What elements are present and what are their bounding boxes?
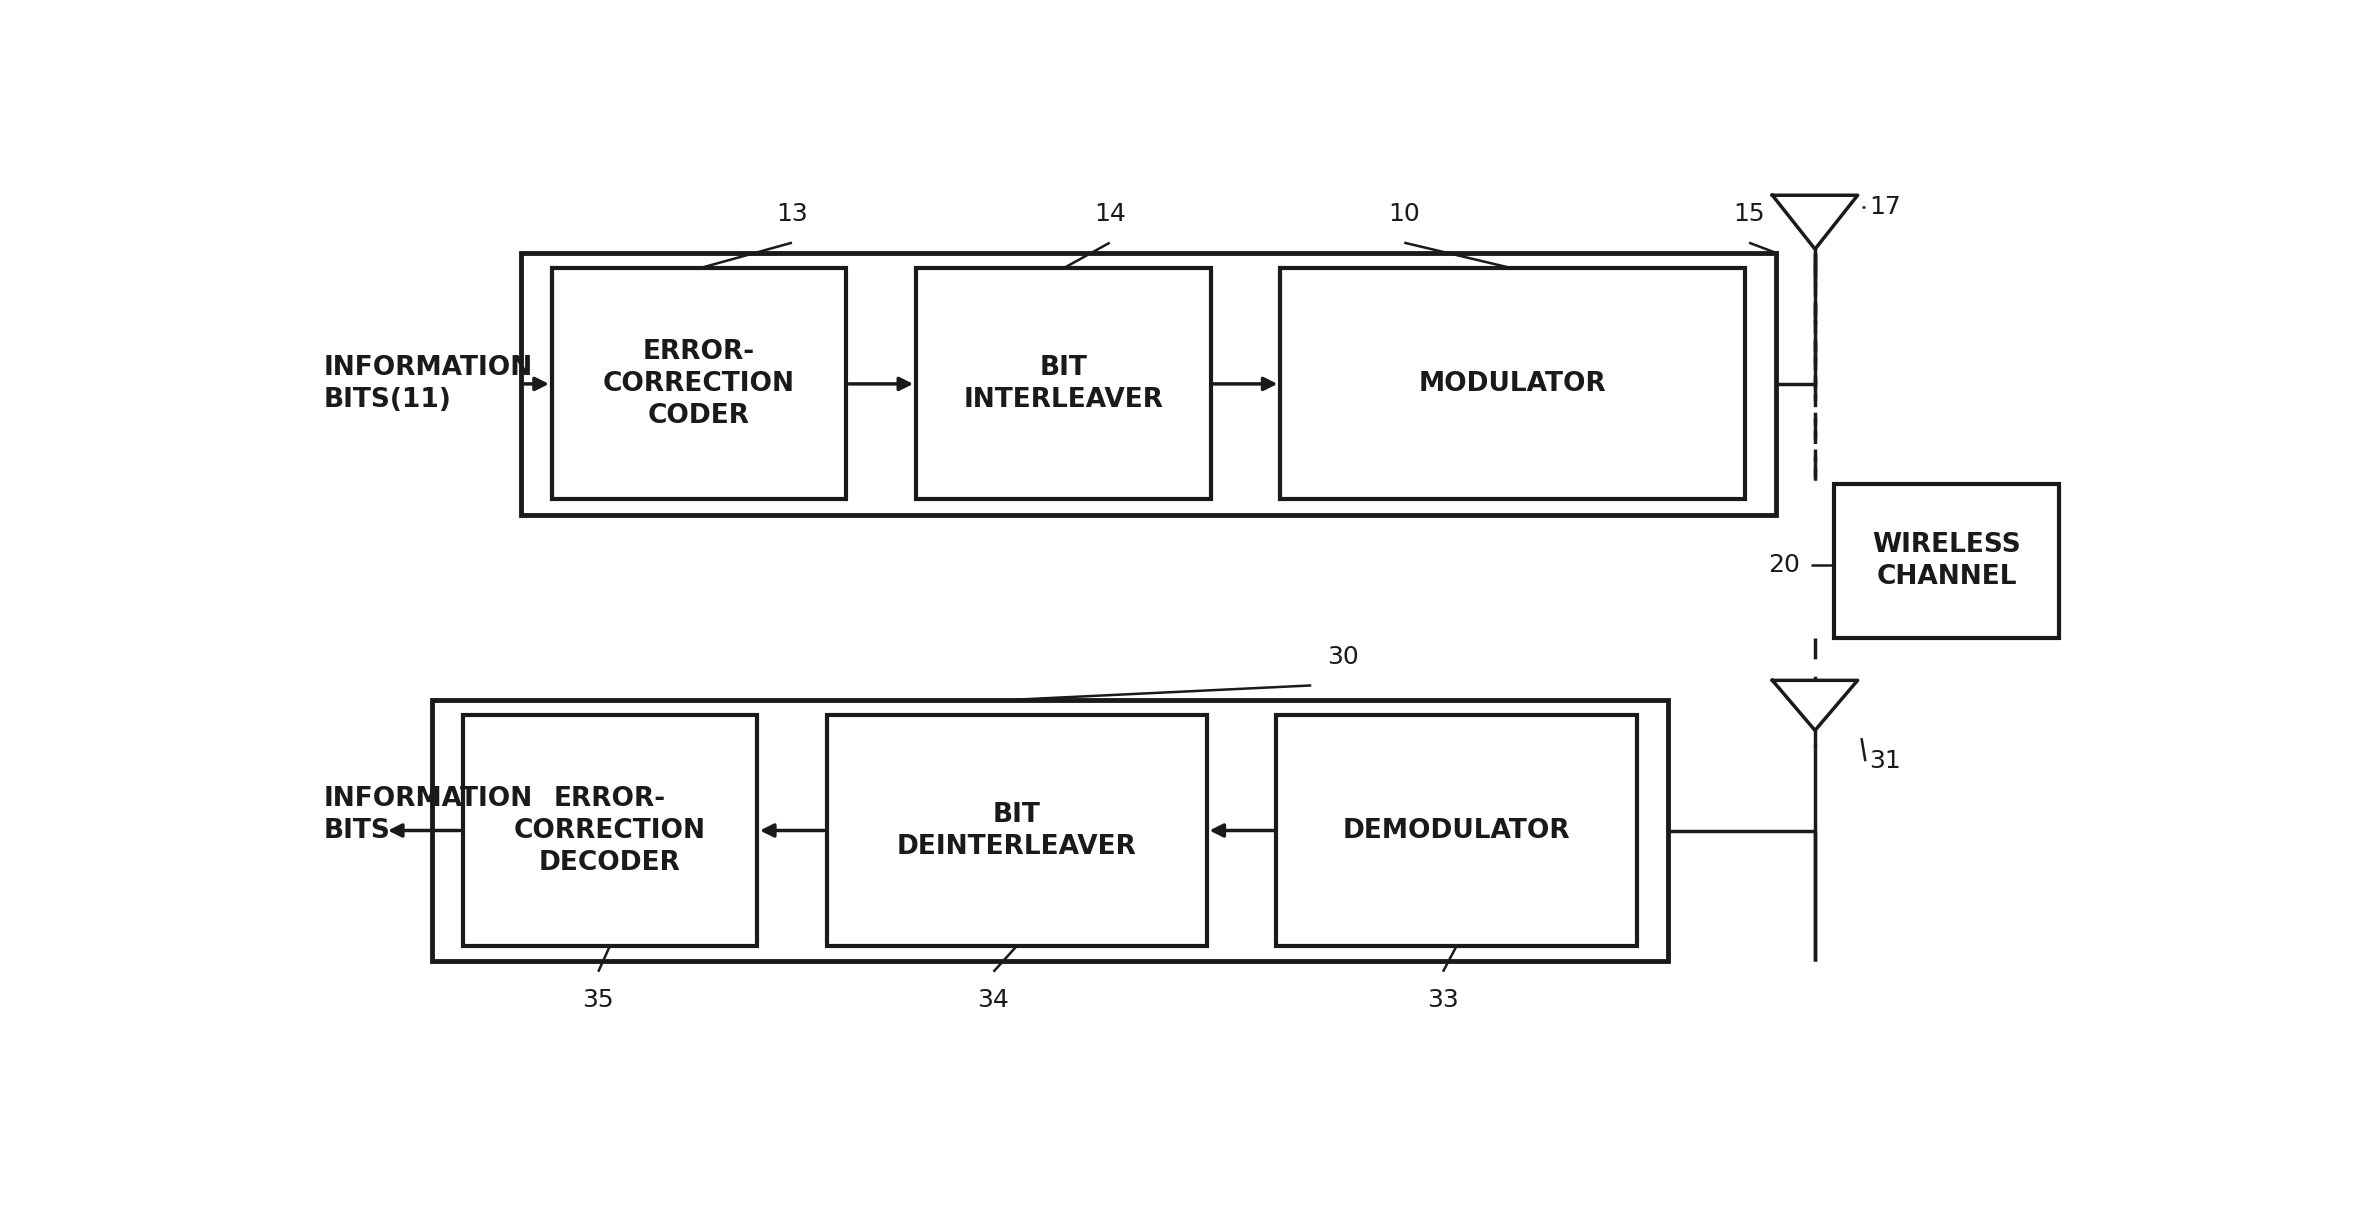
Bar xyxy=(1281,269,1745,500)
Bar xyxy=(916,269,1210,500)
Text: 31: 31 xyxy=(1868,749,1902,773)
Text: 17: 17 xyxy=(1868,195,1902,219)
Text: 10: 10 xyxy=(1388,202,1421,226)
Text: MODULATOR: MODULATOR xyxy=(1418,371,1606,397)
Bar xyxy=(552,269,845,500)
Text: INFORMATION
BITS(11): INFORMATION BITS(11) xyxy=(322,355,533,413)
Text: DEMODULATOR: DEMODULATOR xyxy=(1343,818,1570,843)
Bar xyxy=(826,715,1208,946)
Text: 15: 15 xyxy=(1733,202,1764,226)
Bar xyxy=(1276,715,1636,946)
Text: ERROR-
CORRECTION
CODER: ERROR- CORRECTION CODER xyxy=(604,339,796,428)
Text: INFORMATION
BITS: INFORMATION BITS xyxy=(322,786,533,845)
Text: WIRELESS
CHANNEL: WIRELESS CHANNEL xyxy=(1873,532,2022,590)
Text: BIT
INTERLEAVER: BIT INTERLEAVER xyxy=(964,355,1163,413)
Bar xyxy=(462,715,758,946)
Bar xyxy=(1835,484,2060,638)
Text: 34: 34 xyxy=(978,989,1009,1013)
Text: BIT
DEINTERLEAVER: BIT DEINTERLEAVER xyxy=(897,801,1137,859)
Text: 14: 14 xyxy=(1094,202,1125,226)
Text: 13: 13 xyxy=(777,202,807,226)
Text: ERROR-
CORRECTION
DECODER: ERROR- CORRECTION DECODER xyxy=(514,785,706,876)
Text: 30: 30 xyxy=(1326,645,1359,669)
Bar xyxy=(521,253,1776,514)
Bar xyxy=(431,699,1667,962)
Text: 35: 35 xyxy=(583,989,613,1013)
Text: 33: 33 xyxy=(1428,989,1459,1013)
Text: 20: 20 xyxy=(1767,553,1800,577)
